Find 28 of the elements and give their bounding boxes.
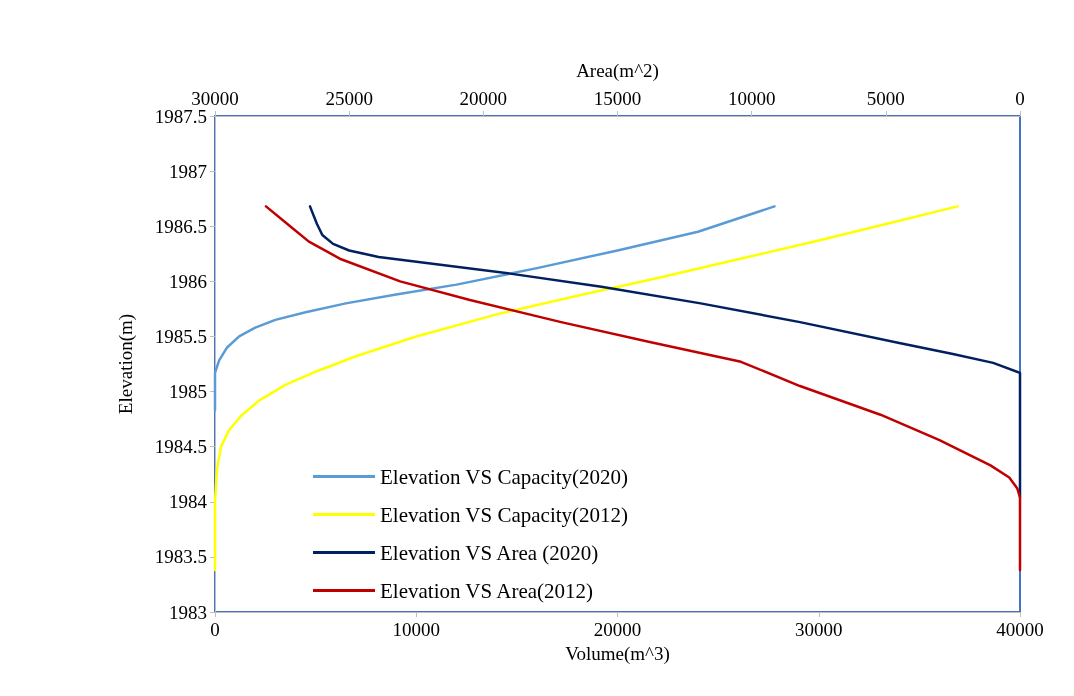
y-tick-label: 1985.5: [154, 325, 207, 347]
legend-label: Elevation VS Capacity(2012): [380, 502, 629, 527]
x2-tick-label: 15000: [593, 88, 642, 109]
y-tick-label: 1983.5: [154, 546, 207, 568]
x2-tick-label: 5000: [866, 88, 905, 109]
x-tick-label: 20000: [593, 619, 642, 640]
y-tick-label: 1985: [169, 381, 207, 403]
x2-tick-label: 25000: [325, 88, 373, 109]
x-tick-label: 30000: [795, 619, 843, 640]
y-axis-title: Elevation(m): [115, 313, 137, 415]
legend-label: Elevation VS Area(2012): [380, 578, 594, 603]
y-tick-label: 1984: [169, 491, 208, 513]
x2-axis-title: Area(m^2): [576, 60, 659, 82]
x2-tick-label: 20000: [459, 88, 508, 109]
x-axis-title: Volume(m^3): [565, 642, 670, 665]
legend-label: Elevation VS Area (2020): [380, 540, 599, 565]
x-tick-label: 40000: [996, 619, 1044, 640]
y-tick-label: 1987: [169, 160, 207, 182]
y-tick-label: 1983: [169, 601, 207, 623]
y-tick-label: 1986: [169, 270, 207, 292]
x-tick-label: 0: [210, 619, 220, 640]
y-tick-label: 1986.5: [154, 215, 207, 237]
y-tick-label: 1984.5: [154, 436, 207, 458]
legend-label: Elevation VS Capacity(2020): [380, 464, 629, 489]
line-series: [213, 205, 776, 412]
x2-tick-label: 10000: [727, 88, 776, 109]
x-tick-label: 10000: [392, 619, 440, 640]
x2-tick-label: 0: [1015, 88, 1025, 109]
